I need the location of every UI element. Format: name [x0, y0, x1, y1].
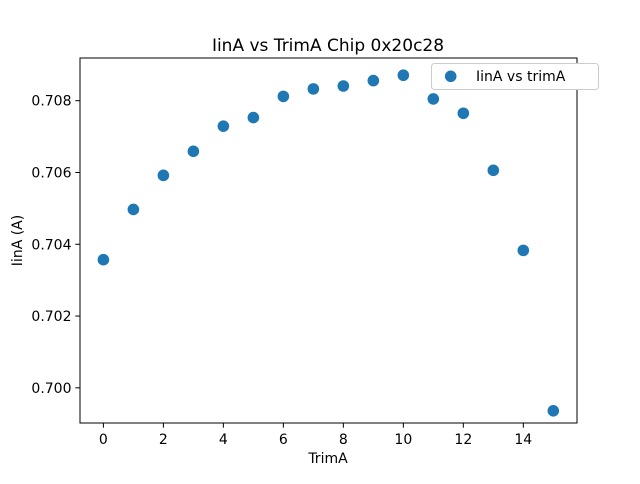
data-point — [517, 244, 530, 257]
data-point — [307, 83, 320, 95]
x-tick-label: 12 — [454, 432, 472, 448]
data-point — [457, 107, 470, 120]
legend-label: IinA vs trimA — [476, 69, 566, 85]
x-tick-label: 8 — [339, 432, 348, 448]
data-point — [217, 120, 230, 132]
x-tick-label: 4 — [219, 432, 228, 448]
data-point — [187, 145, 200, 158]
data-point — [427, 93, 440, 105]
legend-marker-icon — [444, 70, 457, 83]
x-tick-label: 6 — [279, 432, 288, 448]
x-axis-ticks: 0 2 4 6 8 10 12 14 — [99, 423, 532, 448]
data-point — [547, 404, 560, 417]
y-tick-label: 0.700 — [31, 381, 71, 397]
data-point — [487, 164, 500, 177]
y-tick-label: 0.702 — [31, 309, 71, 325]
data-point — [397, 69, 410, 82]
data-point — [157, 169, 170, 182]
data-point — [247, 111, 260, 124]
data-point — [367, 74, 380, 87]
data-point — [97, 253, 110, 266]
x-tick-label: 0 — [99, 432, 108, 448]
x-axis-label: TrimA — [307, 451, 348, 467]
plot-area — [79, 57, 578, 424]
x-tick-label: 10 — [394, 432, 412, 448]
y-axis-label: IinA (A) — [10, 215, 26, 266]
y-tick-label: 0.704 — [31, 237, 71, 253]
scatter-series — [97, 69, 560, 417]
data-point — [277, 90, 290, 103]
legend: IinA vs trimA — [431, 63, 599, 90]
chart-title: IinA vs TrimA Chip 0x20c28 — [212, 36, 444, 56]
y-axis-ticks: 0.700 0.702 0.704 0.706 0.708 — [31, 94, 80, 397]
y-tick-label: 0.706 — [31, 165, 71, 181]
legend-box — [431, 63, 599, 90]
data-point — [127, 203, 140, 216]
x-tick-label: 14 — [514, 432, 532, 448]
data-point — [337, 80, 350, 92]
x-tick-label: 2 — [159, 432, 168, 448]
y-tick-label: 0.708 — [31, 94, 71, 110]
